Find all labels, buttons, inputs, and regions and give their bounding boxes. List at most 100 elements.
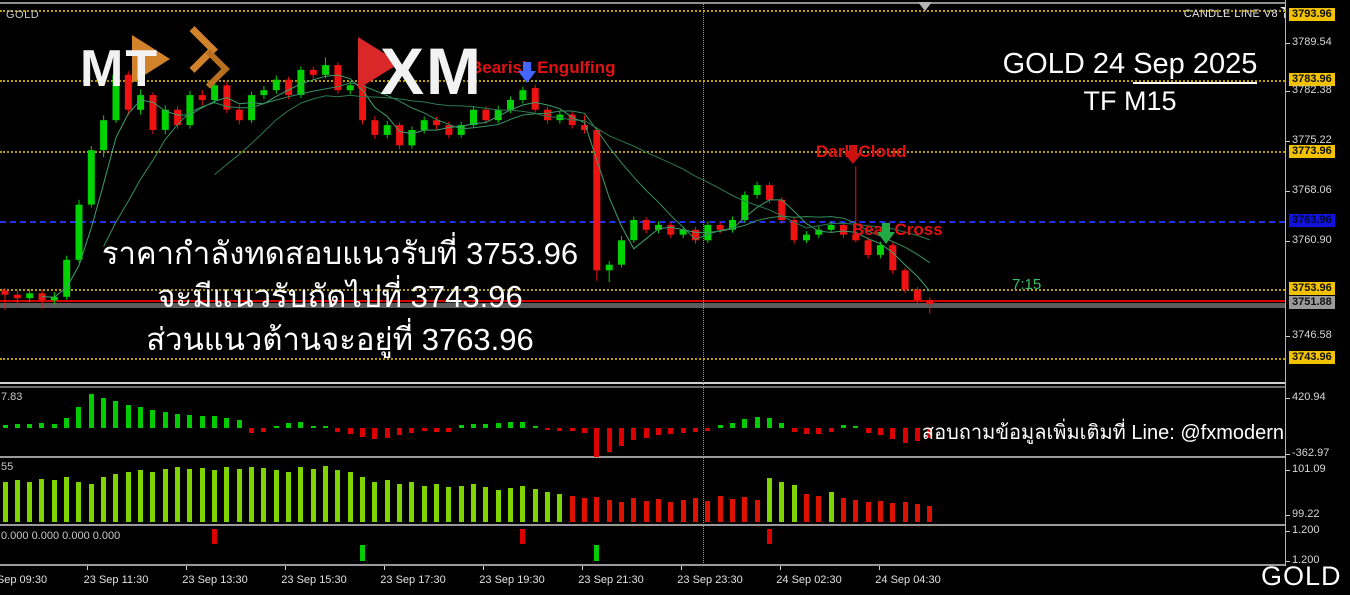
histogram-bar (828, 428, 834, 433)
separator (0, 564, 1350, 566)
strength-bar (261, 468, 267, 522)
candle-body (815, 229, 823, 235)
candle-body (457, 125, 465, 135)
candle-body (482, 109, 490, 121)
candle-body (766, 185, 773, 200)
candle-body (889, 245, 897, 271)
strength-bar (483, 487, 489, 522)
candle-body (581, 125, 588, 130)
candle-body (507, 100, 514, 110)
price-badge-yellow: 3773.96 (1289, 145, 1335, 158)
chart-title: GOLD 24 Sep 2025 (980, 48, 1280, 84)
histogram-bar (902, 428, 908, 444)
histogram-bar (680, 428, 686, 433)
price-level-lines (0, 10, 1285, 360)
histogram-bar (138, 407, 144, 428)
symbol-watermark: GOLD (1261, 561, 1342, 591)
indicator-panel-strength[interactable]: 55 (0, 458, 1285, 524)
time-axis[interactable]: Sep 09:30 23 Sep 11:30 23 Sep 13:30 23 Sep … (0, 566, 1350, 595)
candle-body (1, 290, 9, 295)
strength-bar (125, 472, 131, 522)
axis-tick (1286, 531, 1290, 532)
histogram-bar (88, 394, 94, 428)
candle-body (149, 95, 157, 130)
price-axis-label: 3746.58 (1292, 329, 1332, 341)
strength-bar (101, 477, 107, 522)
strength-bar (323, 466, 329, 522)
candle-body (285, 79, 293, 96)
candle-body (174, 109, 182, 126)
strength-bar (39, 479, 45, 522)
axis-tick (1286, 43, 1290, 44)
strength-bar (569, 496, 575, 522)
histogram-bar (532, 425, 538, 428)
strength-bar (914, 504, 920, 522)
main-chart-surface[interactable]: MT XM (0, 3, 1285, 385)
time-tick (384, 566, 385, 570)
candle-body (630, 220, 638, 241)
separator (0, 524, 1350, 526)
candle-body (346, 85, 354, 91)
red-down-arrow-icon (844, 145, 862, 164)
strength-bar (434, 484, 440, 522)
candle-body (124, 74, 132, 110)
strength-bar (471, 484, 477, 522)
candle-body (26, 293, 34, 299)
level-line-3773.96 (0, 151, 1285, 153)
strength-bar (286, 472, 292, 522)
time-axis-label: 23 Sep 11:30 (83, 574, 149, 586)
chart-shift-marker-icon[interactable] (918, 2, 932, 11)
candle-body (470, 109, 477, 126)
strength-bar (298, 467, 304, 522)
histogram-bar (766, 418, 772, 428)
histogram-bar (582, 428, 587, 433)
strength-bar (668, 502, 674, 522)
axis-tick (1286, 454, 1290, 455)
strength-bar (619, 502, 624, 522)
candle-body (790, 220, 798, 241)
candle-body (655, 224, 662, 230)
histogram-bar (409, 428, 415, 433)
level-line-3751.88 (0, 303, 1285, 308)
chart-title-prefix: GOLD 24 (1002, 48, 1134, 80)
time-axis-label: 23 Sep 21:30 (578, 574, 644, 586)
candle-body (161, 109, 169, 130)
strength-bar (828, 492, 834, 522)
strength-bar (791, 485, 797, 522)
time-axis-label: Sep 09:30 (0, 574, 48, 586)
candle-body (112, 74, 120, 121)
histogram-bar (2, 424, 8, 428)
time-tick (681, 566, 682, 570)
indicator-panel-signals[interactable]: 0.000 0.000 0.000 0.000 (0, 526, 1285, 564)
price-badge-yellow: 3793.96 (1289, 8, 1335, 21)
strength-bar (458, 486, 464, 522)
strength-bar (495, 490, 501, 522)
candle-body (75, 204, 83, 260)
analysis-line-3: ส่วนแนวต้านจะอยู่ที่ 3763.96 (146, 322, 534, 357)
axis-tick (1286, 470, 1290, 471)
histogram-bar (803, 428, 809, 435)
histogram-bar (927, 428, 933, 438)
strength-bar (372, 482, 378, 522)
histogram-bar (458, 424, 464, 428)
candle-body (618, 240, 625, 265)
strength-bar (14, 480, 20, 522)
histogram-bar (545, 428, 551, 431)
histogram-bar (594, 428, 600, 457)
level-line-3783.96 (0, 80, 1285, 82)
candle-body (371, 120, 379, 135)
indicator-panel-histogram[interactable]: 7.83 (0, 388, 1285, 457)
time-tick (186, 566, 187, 570)
candle-body (753, 185, 761, 195)
strength-bar (532, 489, 538, 522)
histogram-bar (668, 428, 674, 434)
candle-body (408, 130, 416, 146)
candle-body (445, 125, 453, 135)
strength-bar (150, 472, 156, 522)
candle-body (778, 199, 786, 220)
logo-xm-text: XM (380, 34, 483, 108)
histogram-bar (421, 428, 427, 432)
candlestick-chart[interactable] (0, 0, 1285, 385)
price-axis[interactable]: 3793.96 3789.54 3783.96 3782.38 3775.22 3773.… (1285, 0, 1350, 566)
